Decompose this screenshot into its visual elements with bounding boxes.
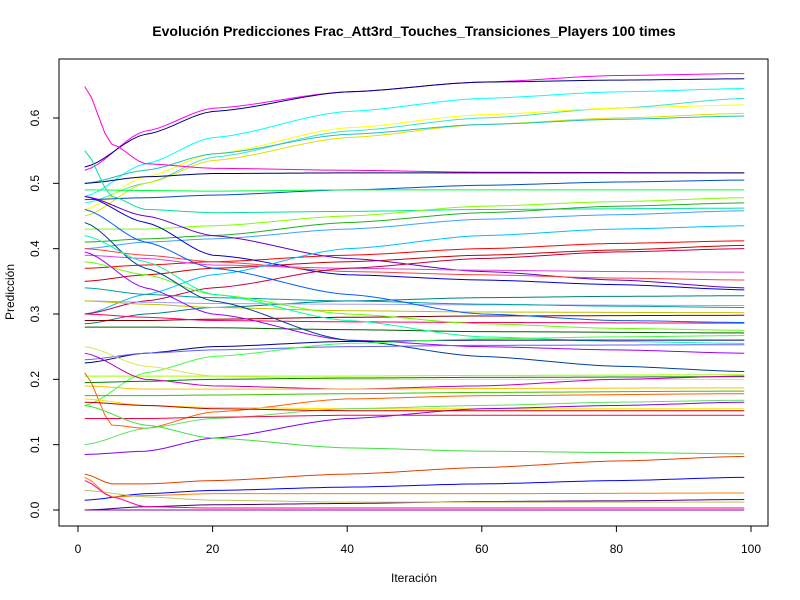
y-tick-label: 0.6 [28,109,42,126]
series-line-3 [84,88,745,197]
series-line-37 [84,344,745,361]
series-line-45 [84,372,745,429]
series-line-56 [84,489,745,503]
series-line-16 [84,240,745,269]
series-line-44 [84,390,745,397]
series-line-17 [84,244,745,282]
series-line-5 [84,104,745,210]
series-line-6 [84,112,745,217]
series-line-41 [84,376,745,384]
series-line-15 [84,210,745,250]
series-line-14 [84,202,745,243]
series-line-42 [84,352,745,390]
series-line-19 [84,195,745,289]
series-line-29 [84,313,745,324]
x-tick-label: 20 [206,542,220,556]
x-tick-label: 80 [610,542,624,556]
series-line-46 [84,398,745,410]
series-line-30 [84,208,745,323]
series-line-34 [84,222,745,372]
y-tick-label: 0.5 [28,175,42,192]
x-tick-label: 0 [75,542,82,556]
y-tick-label: 0.4 [28,240,42,257]
series-line-54 [84,476,745,498]
series-line-33 [84,251,745,354]
series-line-57 [84,480,745,509]
series-line-9 [84,172,745,184]
x-tick-label: 40 [341,542,355,556]
series-line-11 [84,189,745,192]
series-line-1 [84,73,745,171]
series-line-28 [84,314,745,322]
series-line-51 [84,404,745,455]
series-line-2 [84,78,745,168]
series-group [84,73,745,511]
series-line-7 [84,115,745,184]
series-line-38 [84,335,745,406]
x-axis: 0 20 40 60 80 100 [75,525,761,556]
y-axis-label: Predicción [3,264,17,320]
series-line-20 [84,248,745,281]
x-axis-label: Iteración [391,571,437,585]
series-line-21 [84,254,745,273]
series-line-35 [84,235,745,344]
series-line-27 [84,300,745,314]
series-line-49 [84,401,745,412]
series-line-22 [84,225,745,315]
y-tick-label: 0.2 [28,371,42,388]
y-tick-label: 0.0 [28,501,42,518]
chart-title: Evolución Predicciones Frac_Att3rd_Touch… [152,23,676,39]
y-tick-label: 0.1 [28,436,42,453]
x-tick-label: 60 [475,542,489,556]
series-line-10 [84,179,745,201]
series-line-12 [84,150,745,214]
series-line-13 [84,197,745,230]
series-line-52 [84,455,745,485]
y-tick-label: 0.3 [28,305,42,322]
series-line-32 [84,326,745,334]
series-line-53 [84,476,745,501]
y-axis: 0.0 0.1 0.2 0.3 0.4 0.5 0.6 [28,109,60,518]
x-tick-label: 100 [741,542,761,556]
series-line-50 [84,414,745,420]
series-line-4 [84,97,745,204]
series-line-26 [84,287,745,308]
series-line-31 [84,261,745,331]
series-line-18 [84,195,745,291]
series-line-48 [84,401,745,455]
series-line-47 [84,399,745,446]
series-line-40 [84,374,745,377]
series-line-43 [84,385,745,390]
